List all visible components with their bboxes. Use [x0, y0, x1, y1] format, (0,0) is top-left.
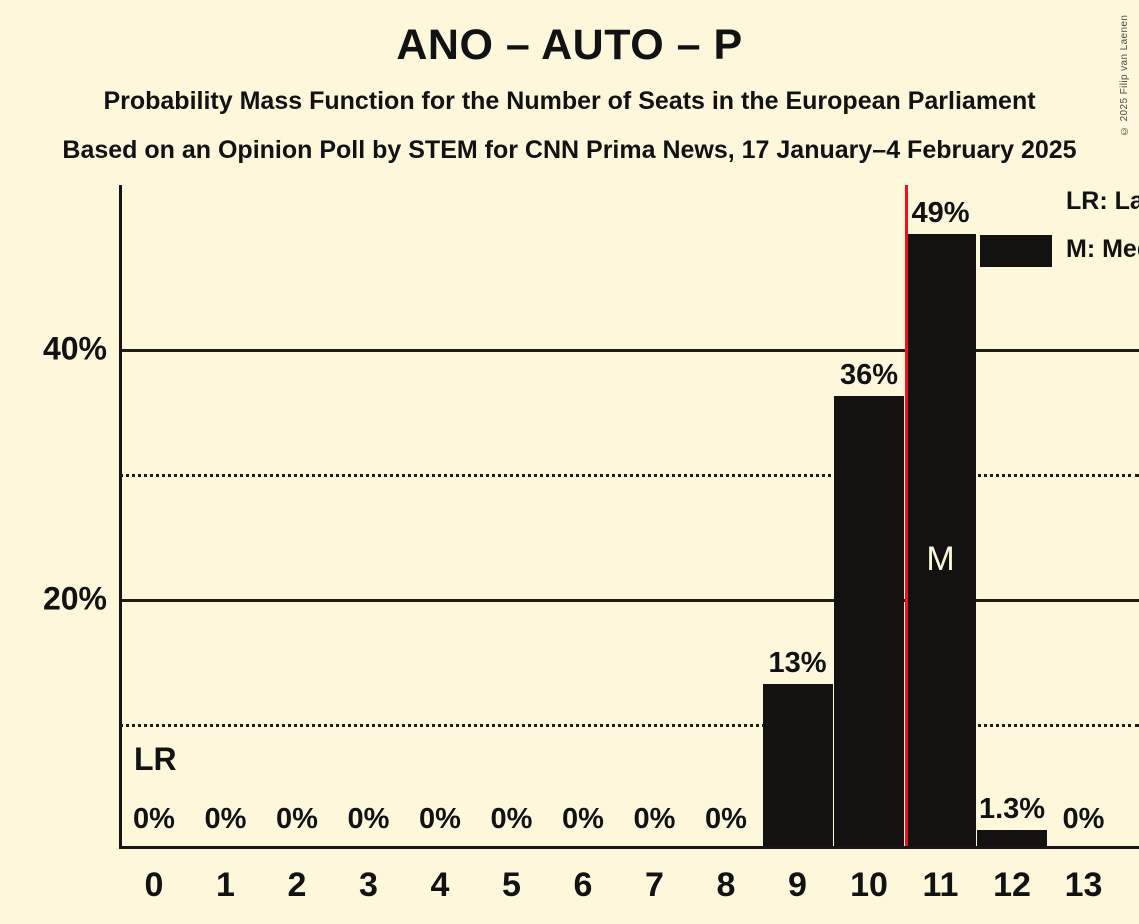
last-result-line [904, 185, 908, 849]
gridline [119, 349, 1139, 352]
x-axis-tick-label: 12 [993, 866, 1031, 904]
copyright-notice: © 2025 Filip van Laenen [1119, 14, 1130, 136]
x-axis-tick-label: 9 [788, 866, 807, 904]
bar-value-label: 0% [276, 803, 318, 835]
bar-value-label: 0% [633, 803, 676, 835]
x-axis-tick-label: 11 [922, 866, 959, 904]
bar-value-label: 0% [1062, 803, 1105, 835]
gridline [119, 724, 1139, 727]
page-title: ANO – AUTO – P [396, 21, 743, 69]
bar [977, 829, 1047, 846]
x-axis-tick-label: 5 [502, 866, 521, 904]
bar-value-label: 0% [347, 803, 390, 835]
legend-item-last-result: LR: Last Result [1066, 187, 1139, 215]
y-axis-tick-label: 40% [42, 330, 107, 367]
bar-value-label: 0% [562, 803, 604, 835]
x-axis-tick-label: 0 [144, 866, 164, 904]
bar-value-label: 0% [419, 803, 461, 835]
bar: M [905, 233, 976, 846]
chart-source-note: Based on an Opinion Poll by STEM for CNN… [62, 136, 1077, 164]
last-result-marker-label: LR [134, 741, 177, 777]
median-marker-label: M [926, 539, 955, 578]
x-axis-tick-label: 1 [216, 866, 235, 904]
bar-value-label: 49% [911, 196, 970, 229]
gridline [119, 474, 1139, 477]
gridline [119, 599, 1139, 602]
x-axis-tick-label: 4 [430, 866, 450, 904]
bar-value-label: 1.3% [978, 792, 1046, 825]
bar-value-label: 0% [705, 803, 747, 835]
x-axis-tick-label: 2 [287, 866, 307, 904]
x-axis-tick-label: 3 [359, 866, 378, 904]
y-axis-tick-label: 20% [42, 580, 107, 617]
x-axis-tick-label: 6 [573, 866, 593, 904]
chart-subtitle: Probability Mass Function for the Number… [103, 87, 1036, 115]
x-axis-tick-label: 10 [850, 866, 888, 904]
x-axis-line [119, 846, 1139, 849]
legend-swatch-median [980, 235, 1052, 267]
bar [762, 683, 833, 846]
x-axis-tick-label: 8 [716, 866, 736, 904]
bar-value-label: 36% [839, 359, 899, 391]
y-axis-line [119, 185, 122, 849]
plot-area: M LR [119, 185, 1139, 849]
bar-value-label: 0% [204, 803, 247, 835]
x-axis-tick-label: 7 [645, 866, 664, 904]
bar [834, 396, 904, 846]
bar-value-label: 13% [768, 646, 827, 679]
legend-item-median: M: Median [1066, 235, 1139, 263]
bar-value-label: 0% [490, 803, 533, 835]
x-axis-tick-label: 13 [1064, 866, 1103, 904]
bar-value-label: 0% [133, 803, 175, 835]
